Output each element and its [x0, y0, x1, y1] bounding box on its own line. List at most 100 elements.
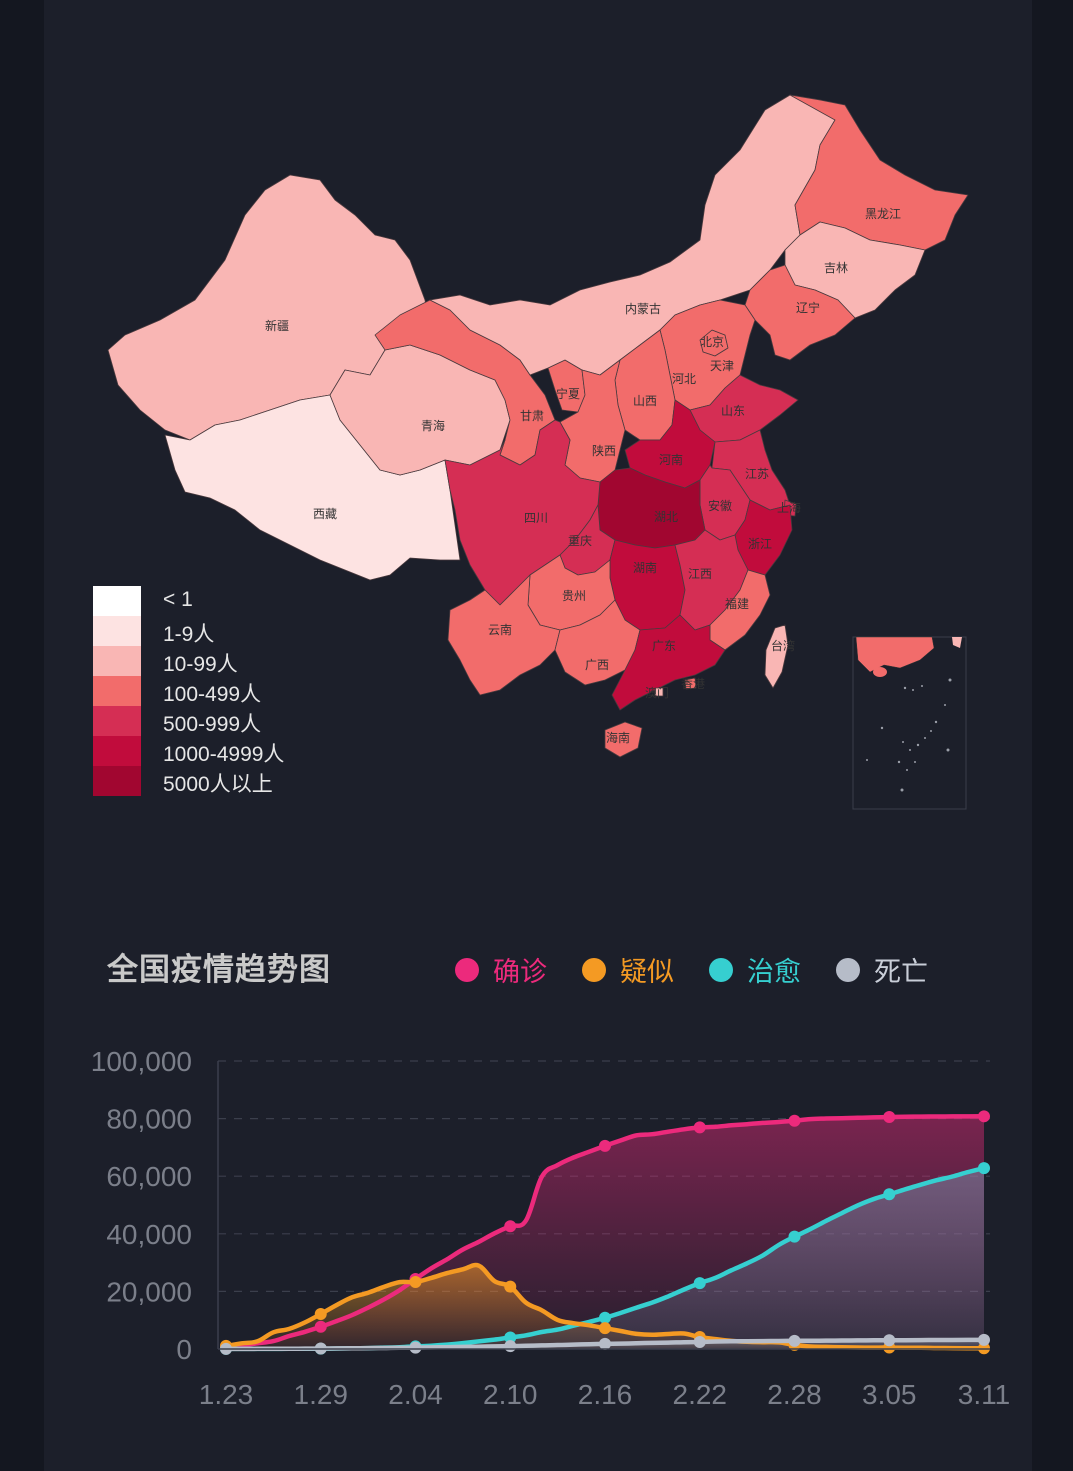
province-label: 江苏: [745, 467, 769, 481]
province-label: 湖南: [633, 560, 657, 575]
cured-data-point[interactable]: [883, 1188, 896, 1201]
legend-swatch: [93, 586, 141, 616]
trend-line-chart: 100,000 80,000 60,000 40,000 20,000 01.23 1.29…: [91, 1046, 1010, 1410]
x-tick-label: 3.05: [862, 1379, 917, 1410]
y-tick-label: 60,000: [106, 1161, 192, 1192]
province-label: 广西: [585, 658, 609, 672]
y-tick-label: 0: [176, 1334, 192, 1365]
province-label: 澳门: [645, 685, 669, 700]
dead-data-point[interactable]: [978, 1333, 990, 1346]
y-tick-label: 100,000: [91, 1046, 192, 1077]
suspected-data-point[interactable]: [599, 1322, 611, 1335]
province-label: 台湾: [771, 638, 795, 653]
dead-data-point[interactable]: [409, 1341, 422, 1354]
x-tick-label: 1.29: [294, 1379, 349, 1410]
province-label: 海南: [606, 730, 630, 745]
province-33[interactable]: [604, 721, 643, 758]
legend-label: 治愈: [747, 957, 801, 988]
province-layer: [107, 94, 969, 758]
province-label: 陕西: [592, 443, 616, 458]
legend-swatch: [93, 736, 141, 766]
province-label: 贵州: [562, 589, 586, 603]
legend-label: 5000人以上: [163, 773, 273, 796]
legend-label: 100-499人: [163, 683, 262, 706]
province-label: 浙江: [748, 537, 772, 551]
suspected-data-point[interactable]: [314, 1307, 327, 1320]
suspected-data-point[interactable]: [409, 1276, 422, 1289]
y-tick-label: 20,000: [106, 1276, 192, 1307]
suspected-data-point[interactable]: [504, 1280, 517, 1293]
cured-dot-icon: [709, 958, 733, 982]
province-8[interactable]: [744, 264, 856, 361]
x-tick-label: 2.16: [578, 1379, 633, 1410]
province-label: 香港: [681, 677, 705, 691]
legend-label: < 1: [163, 588, 193, 611]
province-label: 重庆: [568, 534, 592, 548]
province-label: 广东: [652, 639, 676, 653]
dead-data-point[interactable]: [504, 1340, 517, 1353]
legend-label: 10-99人: [163, 653, 238, 676]
y-tick-label: 40,000: [106, 1219, 192, 1250]
province-label: 西藏: [313, 507, 337, 521]
dead-data-point[interactable]: [599, 1337, 611, 1350]
province-label: 山东: [721, 404, 745, 418]
province-label: 安徽: [708, 498, 732, 513]
dead-data-point[interactable]: [788, 1334, 801, 1347]
legend-swatch: [93, 616, 141, 646]
confirmed-data-point[interactable]: [314, 1320, 327, 1333]
province-26[interactable]: [709, 569, 771, 651]
province-label: 内蒙古: [625, 301, 661, 316]
province-label: 四川: [524, 511, 548, 525]
province-31[interactable]: [654, 687, 664, 697]
confirmed-data-point[interactable]: [504, 1220, 517, 1233]
province-30[interactable]: [684, 677, 697, 690]
province-label: 上海: [777, 500, 801, 515]
province-label: 北京: [700, 335, 724, 349]
province-label: 云南: [488, 622, 512, 637]
dead-data-point[interactable]: [693, 1335, 706, 1348]
province-label: 宁夏: [556, 386, 580, 401]
cured-data-point[interactable]: [788, 1230, 801, 1243]
x-tick-label: 2.28: [767, 1379, 822, 1410]
legend-swatch: [93, 646, 141, 676]
province-label: 甘肃: [520, 409, 544, 423]
confirmed-data-point[interactable]: [883, 1111, 896, 1124]
x-tick-label: 3.11: [958, 1379, 1010, 1410]
province-label: 新疆: [265, 318, 289, 333]
suspected-dot-icon: [582, 958, 606, 982]
confirmed-data-point[interactable]: [693, 1121, 706, 1134]
dead-dot-icon: [836, 958, 860, 982]
cured-data-point[interactable]: [978, 1162, 990, 1175]
province-label: 河北: [672, 372, 696, 386]
cured-data-point[interactable]: [504, 1331, 517, 1344]
confirmed-data-point[interactable]: [599, 1139, 611, 1152]
province-32[interactable]: [764, 624, 789, 689]
trend-chart-title: 全国疫情趋势图: [107, 952, 331, 988]
legend-label: 1000-4999人: [163, 743, 285, 766]
province-label: 吉林: [824, 261, 848, 275]
confirmed-data-point[interactable]: [788, 1114, 801, 1127]
province-label: 山西: [633, 394, 657, 408]
legend-label: 500-999人: [163, 713, 262, 736]
province-label: 江西: [688, 567, 712, 581]
legend-swatch: [93, 676, 141, 706]
cured-data-point[interactable]: [693, 1277, 706, 1290]
legend-label: 死亡: [874, 957, 928, 988]
province-1[interactable]: [164, 394, 461, 581]
south-china-sea-inset: [852, 636, 967, 810]
cured-area: [226, 1168, 984, 1349]
province-label: 天津: [710, 359, 734, 373]
x-tick-label: 2.04: [388, 1379, 443, 1410]
cured-data-point[interactable]: [599, 1311, 611, 1324]
legend-swatch: [93, 706, 141, 736]
province-label: 湖北: [654, 509, 678, 524]
province-label: 青海: [421, 418, 445, 433]
province-21[interactable]: [444, 419, 601, 606]
confirmed-data-point[interactable]: [978, 1110, 990, 1123]
dead-data-point[interactable]: [883, 1334, 896, 1347]
y-tick-label: 80,000: [106, 1104, 192, 1135]
province-29[interactable]: [611, 614, 726, 711]
province-label: 辽宁: [796, 300, 820, 315]
